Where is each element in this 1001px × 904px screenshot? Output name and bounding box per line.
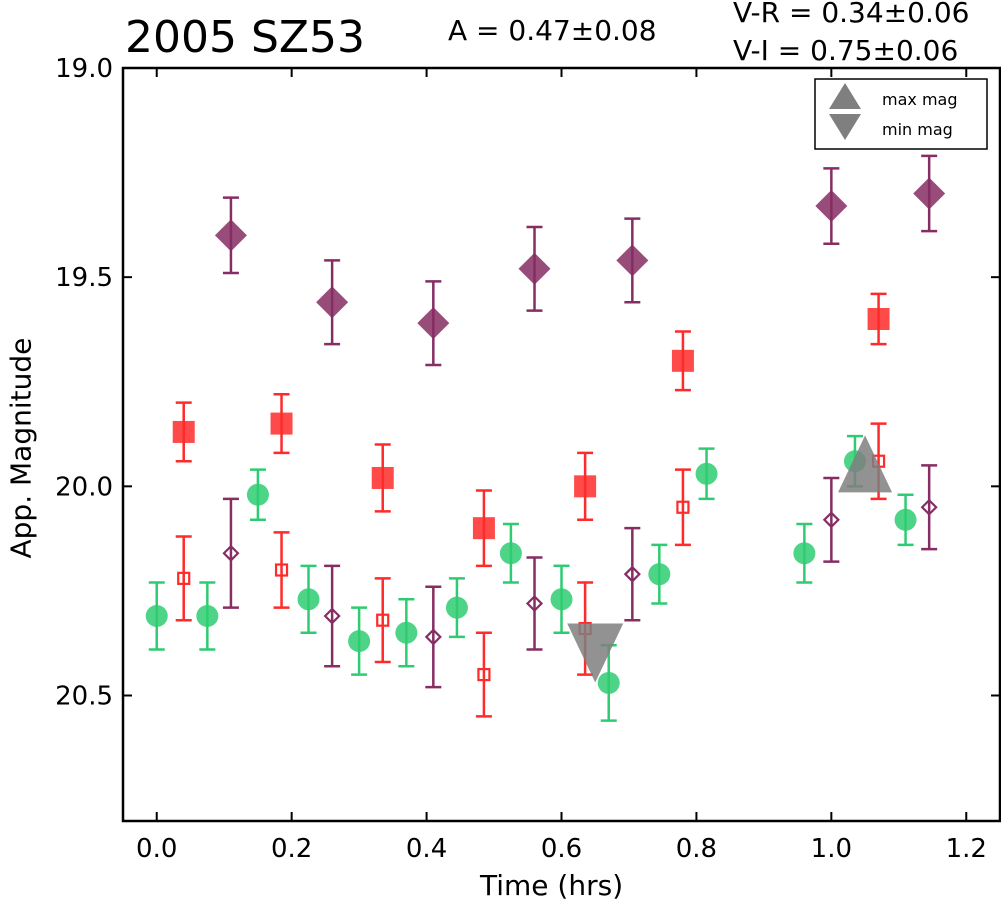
- legend-min-mag-icon: [829, 114, 861, 140]
- data-point-diamond-open: [822, 511, 840, 529]
- data-point-diamond: [316, 286, 349, 319]
- x-axis-label: Time (hrs): [480, 869, 624, 902]
- x-tick-label: 0.0: [136, 834, 177, 864]
- data-point-square-open: [177, 571, 191, 585]
- data-point-square-open: [477, 667, 491, 682]
- data-point-diamond: [616, 244, 649, 277]
- chart-title: 2005 SZ53: [125, 12, 366, 63]
- legend: max mag min mag: [814, 78, 988, 150]
- data-point-square-open: [274, 563, 289, 577]
- x-tick-label: 0.8: [676, 834, 717, 864]
- data-point-diamond: [417, 307, 450, 340]
- y-axis-label: App. Magnitude: [4, 337, 38, 559]
- data-point-diamond: [518, 252, 551, 285]
- data-point-circle: [297, 588, 320, 611]
- x-tick-label: 0.2: [271, 834, 312, 864]
- v-r-annotation: V-R = 0.34±0.06: [733, 0, 970, 29]
- data-point-circle: [648, 563, 671, 586]
- data-point-circle: [894, 508, 917, 531]
- data-point-circle: [445, 596, 468, 619]
- data-point-diamond-open: [920, 498, 938, 516]
- x-tick-label: 1.0: [811, 834, 852, 864]
- data-point-square: [270, 412, 293, 435]
- y-tick-label: 19.0: [55, 54, 113, 84]
- data-point-square: [671, 349, 694, 372]
- data-point-circle: [597, 671, 620, 694]
- data-point-circle: [348, 630, 371, 653]
- data-point-diamond: [913, 177, 946, 210]
- x-tick-label: 1.2: [946, 834, 987, 864]
- data-point-square: [472, 517, 495, 540]
- data-point-diamond: [815, 190, 848, 223]
- y-tick-label: 20.0: [55, 472, 113, 502]
- v-i-annotation: V-I = 0.75±0.06: [733, 34, 959, 67]
- data-point-diamond-open: [222, 544, 240, 562]
- y-tick-label: 19.5: [55, 263, 113, 293]
- legend-label-max: max mag: [882, 90, 958, 109]
- min-mag-marker: [567, 623, 624, 683]
- data-point-square: [371, 466, 394, 489]
- data-point-diamond-open: [424, 628, 442, 646]
- x-tick-label: 0.6: [541, 834, 582, 864]
- legend-label-min: min mag: [882, 120, 953, 139]
- ticks-layer: 0.0 0.2 0.4 0.6 0.8 1.0 1.2 19.0 19.5 20.0 20.5: [55, 54, 1000, 864]
- data-point-square-open: [376, 613, 390, 627]
- max-mag-marker: [838, 435, 893, 493]
- data-point-circle: [499, 542, 522, 565]
- data-point-square: [574, 475, 597, 498]
- amplitude-annotation: A = 0.47±0.08: [448, 14, 657, 47]
- data-point-diamond-open: [525, 594, 544, 613]
- data-point-diamond: [214, 219, 247, 252]
- data-point-circle: [395, 621, 418, 644]
- data-point-diamond-open: [623, 565, 641, 583]
- marks-layer: [145, 154, 946, 722]
- y-tick-label: 20.5: [55, 682, 113, 712]
- data-point-circle: [196, 605, 219, 628]
- data-point-circle: [246, 483, 269, 506]
- data-point-circle: [793, 542, 816, 565]
- data-point-square-open: [676, 500, 690, 514]
- x-tick-label: 0.4: [406, 834, 447, 864]
- data-point-square: [172, 420, 195, 443]
- data-point-circle: [550, 588, 573, 611]
- data-point-diamond-open: [323, 607, 341, 625]
- data-point-circle: [695, 462, 718, 485]
- data-point-square: [867, 308, 890, 330]
- legend-max-mag-icon: [829, 83, 861, 109]
- data-point-circle: [145, 605, 168, 628]
